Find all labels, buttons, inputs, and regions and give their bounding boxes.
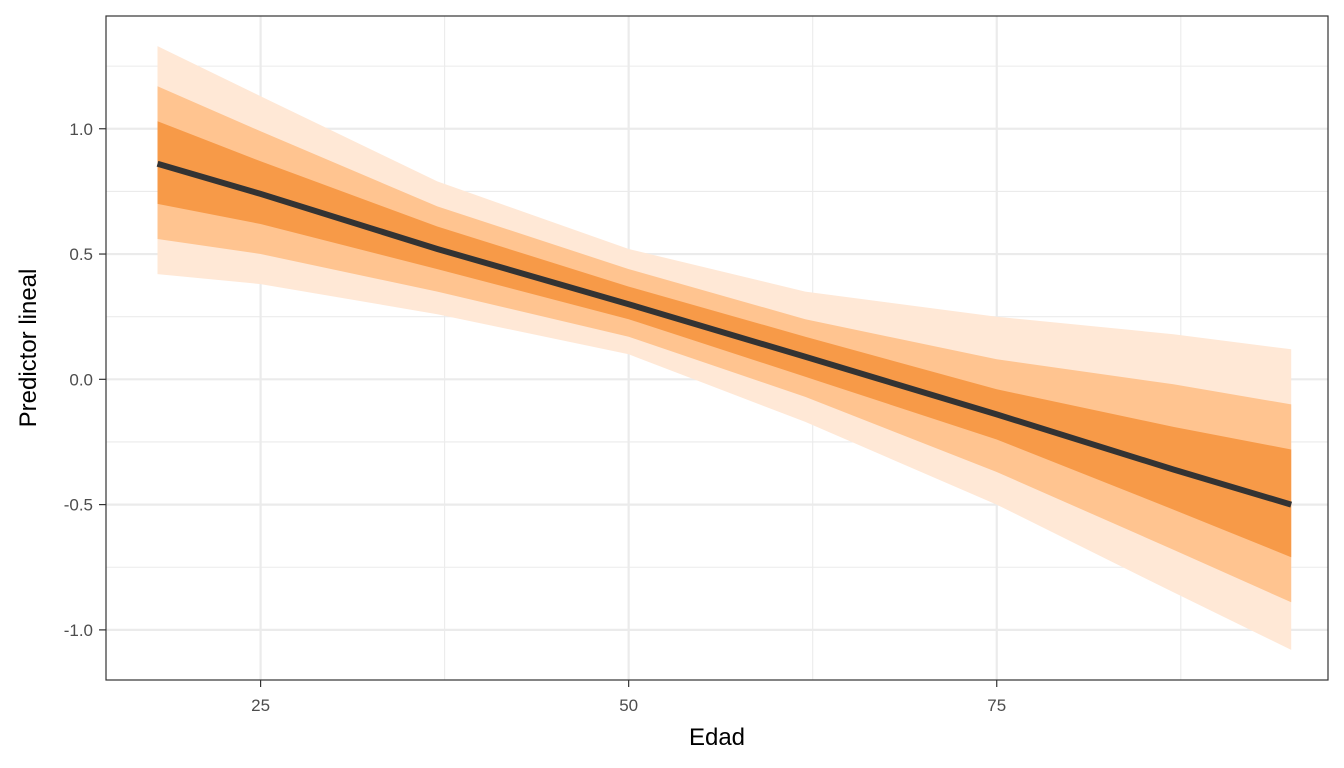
x-axis-title: Edad [689, 724, 745, 751]
y-axis-title: Predictor lineal [15, 269, 42, 428]
x-tick-label: 25 [251, 696, 270, 715]
y-tick-label: 0.5 [69, 245, 93, 264]
x-tick-label: 50 [619, 696, 638, 715]
x-tick-label: 75 [987, 696, 1006, 715]
y-tick-label: 0.0 [69, 370, 93, 389]
band-inner [157, 121, 1292, 558]
axis-ticks [99, 128, 998, 687]
y-axis-tick-labels: -1.0 -0.5 0.0 0.5 1.0 [64, 120, 93, 640]
y-tick-label: 1.0 [69, 120, 93, 139]
y-tick-label: -1.0 [64, 621, 93, 640]
uncertainty-bands [157, 46, 1292, 650]
series-line-group [156, 160, 1293, 508]
series-line [156, 160, 1293, 508]
plot-panel-border [105, 15, 1329, 681]
y-tick-label: -0.5 [64, 496, 93, 515]
x-axis-tick-labels: 25 50 75 [251, 696, 1006, 715]
